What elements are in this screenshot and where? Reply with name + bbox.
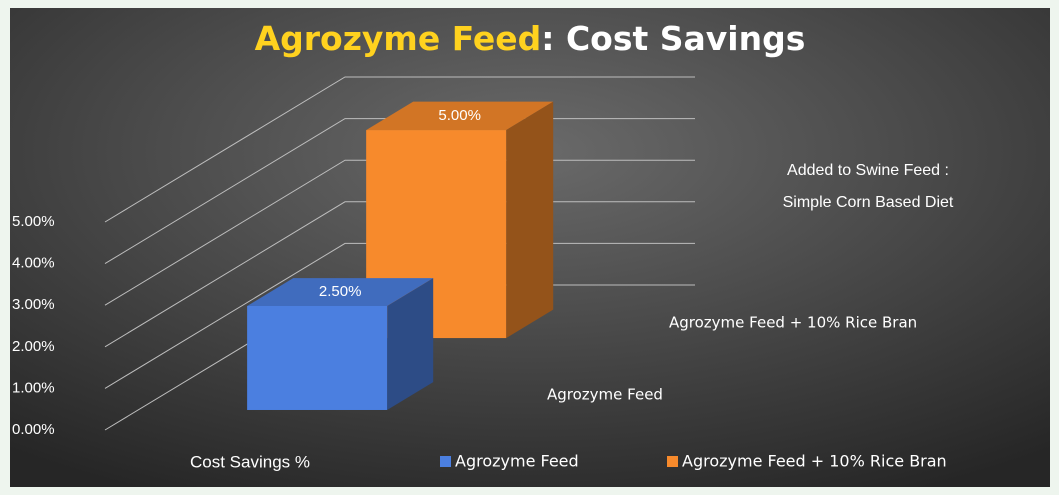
bar-top [366, 101, 554, 131]
chart-title: Agrozyme Feed: Cost Savings [255, 19, 806, 58]
bar-top [247, 278, 434, 306]
legend-swatch [440, 456, 451, 467]
depth-label: Agrozyme Feed + 10% Rice Bran [669, 313, 917, 331]
y-tick-label: 5.00% [12, 213, 55, 230]
x-tick-label: Cost Savings % [190, 452, 310, 471]
data-label: 5.00% [438, 107, 481, 124]
title-highlight: Agrozyme Feed [255, 19, 542, 58]
y-tick-label: 0.00% [12, 421, 55, 438]
depth-label: Agrozyme Feed [547, 386, 663, 404]
bar-side [387, 278, 434, 410]
grid-line [104, 76, 695, 223]
bar [247, 305, 388, 410]
grid-line [104, 159, 695, 306]
data-label: 2.50% [319, 283, 362, 300]
legend-label: Agrozyme Feed [455, 452, 579, 471]
annotation: Simple Corn Based Diet [783, 194, 954, 211]
y-tick-label: 1.00% [12, 379, 55, 396]
annotation: Added to Swine Feed : [787, 162, 949, 179]
legend-swatch [667, 456, 678, 467]
grid-line [104, 201, 695, 348]
y-tick-label: 3.00% [12, 296, 55, 313]
title-rest: : Cost Savings [541, 19, 805, 58]
grid-line [104, 118, 695, 265]
legend-label: Agrozyme Feed + 10% Rice Bran [682, 452, 947, 471]
y-tick-label: 4.00% [12, 255, 55, 272]
grid-line [104, 242, 695, 389]
bar-side [506, 101, 554, 339]
y-tick-label: 2.00% [12, 338, 55, 355]
